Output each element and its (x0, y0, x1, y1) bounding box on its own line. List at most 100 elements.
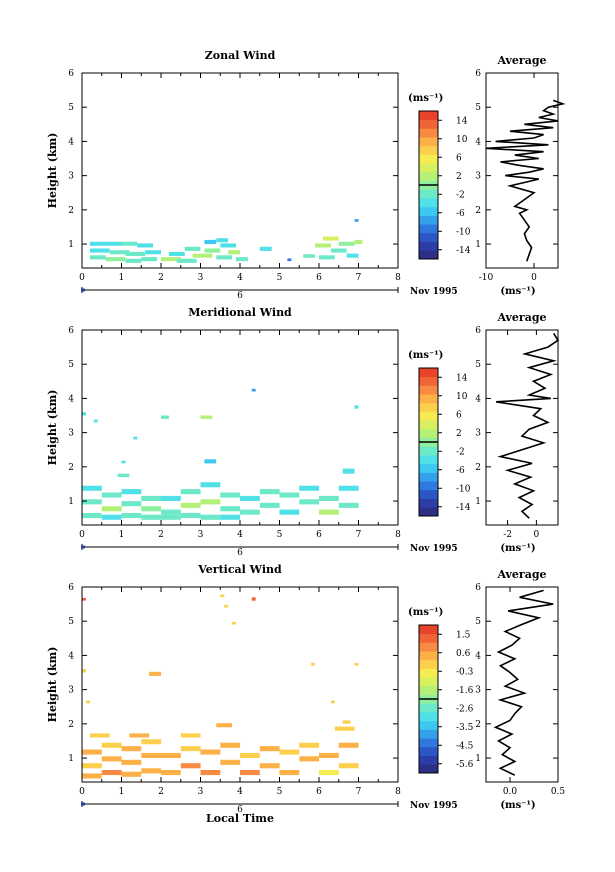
date-tick-label: 6 (237, 805, 243, 815)
heat-cell (121, 513, 142, 519)
y-tick-label: 3 (68, 172, 74, 182)
panel-2: Meridional Wind 0 1 2 3 4 5 6 7 8 1 2 3 4 5 6 Height (km… (46, 306, 560, 558)
date-start-marker (81, 802, 85, 806)
profile-x-tick-label: 0.5 (551, 787, 566, 797)
colorbar-tick-label: 10 (456, 392, 468, 402)
colorbar-segment (419, 481, 438, 491)
colorbar-tick-label: -14 (456, 246, 471, 256)
profile-y-tick-label: 4 (475, 137, 481, 147)
panel-3: Vertical Wind 0 1 2 3 4 5 6 7 8 1 2 3 4 5 6 Height (km) 6… (46, 563, 565, 815)
heat-cell (161, 415, 169, 419)
x-tick-label: 8 (395, 273, 401, 283)
heat-cell (168, 251, 185, 256)
chart-title: Vertical Wind (197, 563, 282, 576)
heat-cell (180, 489, 201, 495)
colorbar-tick-label: -0.3 (456, 667, 474, 677)
profile-y-tick-label: 6 (475, 69, 481, 79)
colorbar-segment (419, 625, 438, 635)
colorbar-segment (419, 455, 438, 465)
x-tick-label: 2 (158, 530, 164, 540)
x-tick-label: 6 (316, 787, 322, 797)
colorbar-segment (419, 394, 438, 404)
heat-cell (192, 253, 213, 258)
heatmap-cells (82, 594, 359, 779)
heat-cell (200, 770, 221, 776)
heat-cell (125, 251, 146, 256)
profile-y-tick-label: 3 (475, 686, 481, 696)
colorbar-tick-label: 14 (456, 116, 468, 126)
colorbar-segment (419, 712, 438, 722)
x-tick-label: 4 (237, 273, 243, 283)
profile-line (495, 332, 560, 519)
colorbar-segment (419, 163, 438, 173)
heat-cell (82, 412, 86, 416)
x-tick-label: 0 (79, 530, 85, 540)
heat-cell (216, 255, 233, 260)
profile-title: Average (496, 568, 546, 581)
heat-cell (82, 513, 102, 519)
heat-cell (259, 746, 280, 752)
heat-cell (105, 257, 126, 262)
heat-cell (354, 219, 359, 222)
heat-cell (204, 459, 217, 464)
heat-cell (319, 770, 339, 776)
heat-cell (220, 506, 241, 512)
heat-cell (338, 241, 355, 246)
colorbar-segment (419, 738, 438, 748)
colorbar-segment (419, 111, 438, 121)
heat-cell (279, 749, 300, 755)
y-tick-label: 3 (68, 429, 74, 439)
colorbar-segment (419, 633, 438, 643)
heat-cell (204, 248, 221, 253)
heat-cell (287, 258, 292, 262)
heat-cell (180, 502, 201, 508)
x-tick-label: 1 (119, 530, 125, 540)
date-label: Nov 1995 (410, 544, 458, 554)
x-tick-label: 8 (395, 787, 401, 797)
x-tick-label: 1 (119, 787, 125, 797)
profile-line (485, 99, 566, 262)
colorbar-units: (ms⁻¹) (408, 93, 443, 104)
date-start-marker (81, 288, 85, 292)
heat-cell (299, 742, 320, 748)
heat-cell (200, 499, 221, 505)
heat-cell (180, 733, 201, 738)
colorbar-segment (419, 746, 438, 756)
colorbar-units: (ms⁻¹) (408, 350, 443, 361)
colorbar-segment (419, 720, 438, 730)
heat-cell (354, 405, 359, 409)
heat-cell (133, 436, 138, 440)
profile-y-tick-label: 2 (475, 206, 481, 216)
colorbar-segment (419, 241, 438, 251)
heat-cell (161, 770, 181, 776)
profile-y-tick-label: 4 (475, 394, 481, 404)
date-tick-label: 6 (237, 548, 243, 558)
colorbar-segment (419, 154, 438, 164)
heat-cell (93, 419, 98, 423)
y-tick-label: 4 (68, 394, 74, 404)
heat-cell (342, 468, 355, 474)
colorbar-tick-label: -2 (456, 190, 465, 200)
heat-cell (330, 248, 347, 253)
colorbar-tick-label: -14 (456, 503, 471, 513)
heat-cell (319, 509, 339, 515)
heat-cell (109, 250, 130, 255)
heat-cell (101, 492, 122, 498)
x-tick-label: 5 (277, 530, 283, 540)
heat-cell (338, 485, 359, 491)
heat-cell (176, 258, 197, 263)
x-tick-label: 2 (158, 787, 164, 797)
colorbar-segment (419, 376, 438, 386)
profile-x-tick-label: -10 (479, 273, 494, 283)
y-axis-title: Height (km) (46, 390, 59, 466)
x-tick-label: 5 (277, 273, 283, 283)
colorbar-tick-label: 6 (456, 153, 462, 163)
x-tick-label: 0 (79, 787, 85, 797)
colorbar-segment (419, 498, 438, 508)
heat-cell (220, 594, 225, 598)
colorbar-segment (419, 189, 438, 199)
heat-cell (338, 742, 359, 748)
heat-cell (161, 752, 181, 758)
x-tick-label: 3 (198, 530, 204, 540)
heat-cell (240, 509, 260, 515)
